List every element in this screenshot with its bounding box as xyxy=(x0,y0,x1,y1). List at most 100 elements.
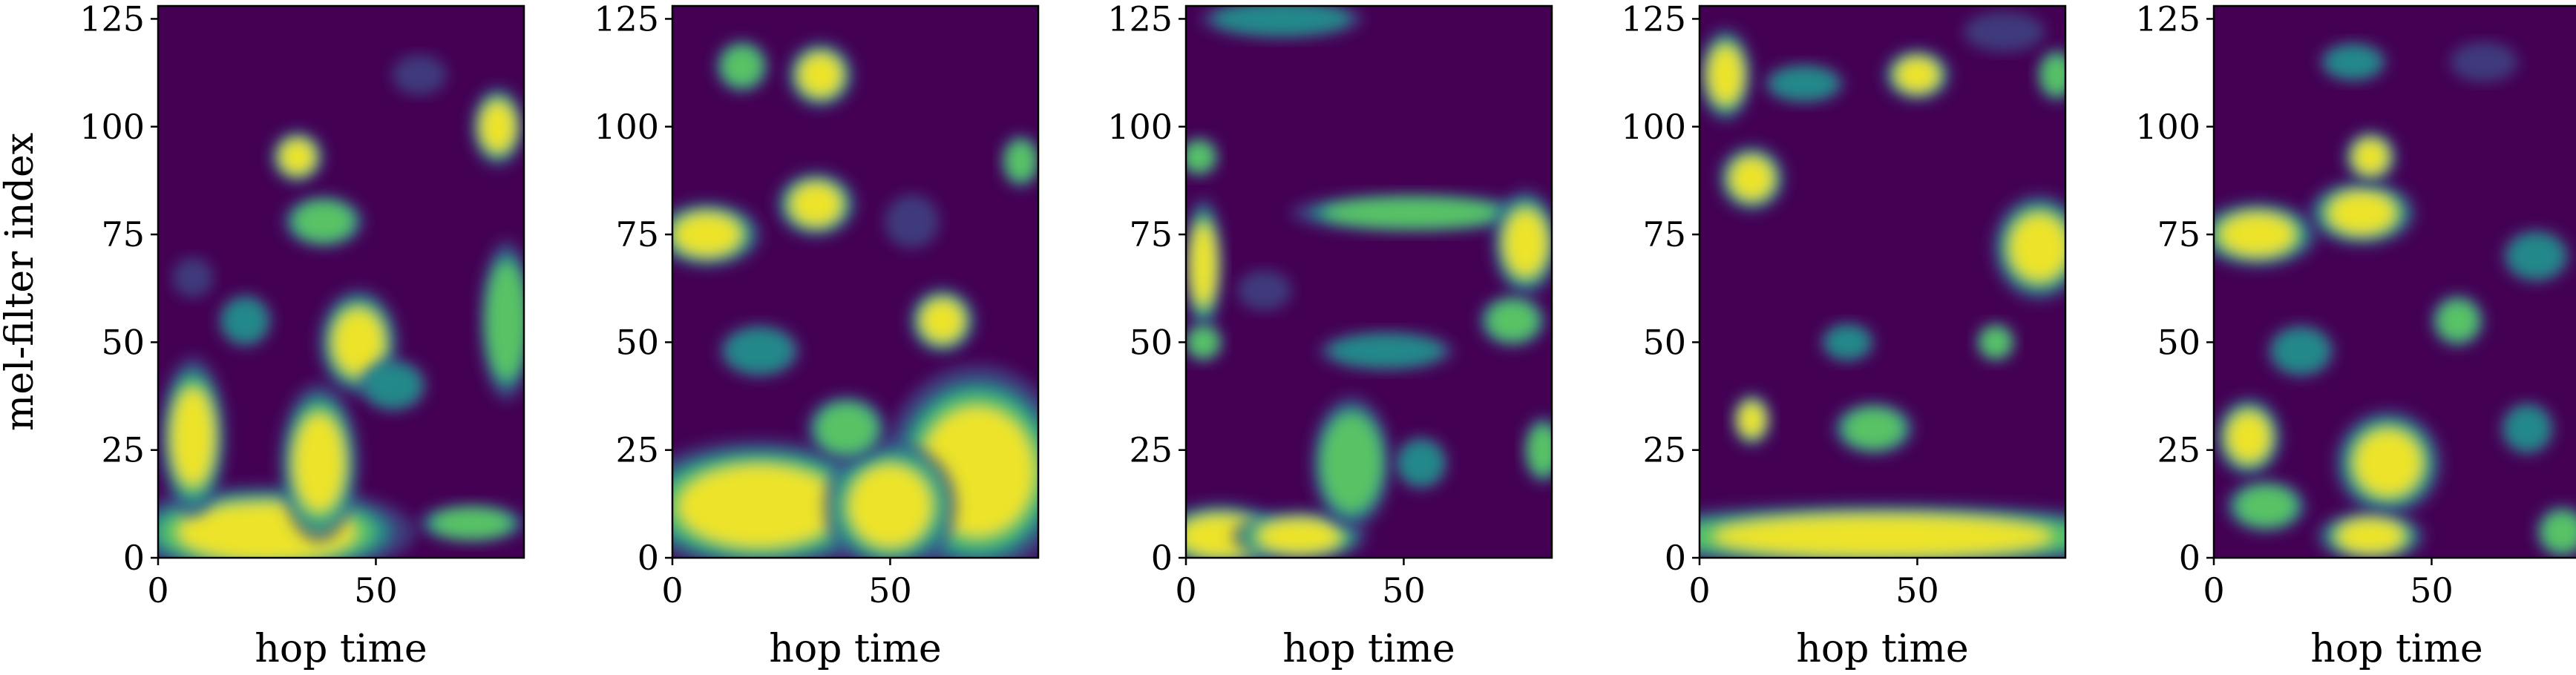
y-tick-label: 75 xyxy=(101,214,145,254)
y-tick-label: 125 xyxy=(594,0,659,39)
y-tick-label: 100 xyxy=(594,107,659,147)
axes-frame xyxy=(1698,4,2067,559)
heatmap-blob xyxy=(1291,192,1534,234)
y-tick-label: 100 xyxy=(1107,107,1173,147)
x-tick-label: 50 xyxy=(354,570,398,610)
y-tick-label: 25 xyxy=(615,430,659,470)
y-tick-label: 50 xyxy=(2157,322,2200,362)
y-tick-label: 75 xyxy=(1642,214,1686,254)
x-axis-label: hop time xyxy=(769,627,941,671)
y-tick-label: 100 xyxy=(1621,107,1686,147)
heatmap-blob xyxy=(1964,11,2045,52)
heatmap-blob xyxy=(1975,322,2016,363)
x-tick-label: 0 xyxy=(1175,570,1196,610)
heatmap-blob xyxy=(2535,505,2576,558)
heatmap-blob xyxy=(2267,323,2335,378)
heatmap-blob xyxy=(2307,179,2416,247)
heatmap-blob xyxy=(2319,42,2387,82)
heatmap-blob xyxy=(479,240,524,401)
y-axis-label: mel-filter index xyxy=(0,133,42,431)
x-tick-label: 0 xyxy=(2203,570,2224,610)
y-tick-label: 25 xyxy=(101,430,145,470)
heatmap-panel-3: 0 25 50 75 100 125 0 50 hop time xyxy=(1107,0,1553,671)
y-tick-label: 100 xyxy=(2135,107,2200,147)
y-tick-label: 75 xyxy=(2157,214,2200,254)
heatmap-blob xyxy=(672,201,761,269)
x-tick-label: 50 xyxy=(2410,570,2454,610)
heatmap-blob xyxy=(2036,47,2065,102)
heatmap-blob xyxy=(1231,509,1367,558)
heatmap-blob xyxy=(1700,502,2065,558)
heatmap-blob xyxy=(1186,197,1224,332)
heatmap-blob xyxy=(359,358,427,412)
axes-frame xyxy=(671,4,1040,559)
heatmap-blob xyxy=(2225,479,2307,533)
y-tick-label: 0 xyxy=(638,538,659,578)
x-tick-label: 50 xyxy=(1382,570,1426,610)
y-tick-label: 50 xyxy=(1642,322,1686,362)
heatmap-blob xyxy=(2333,409,2442,517)
heatmap-blob xyxy=(1237,270,1292,311)
x-tick-label: 50 xyxy=(1895,570,1939,610)
heatmap-blob xyxy=(1311,396,1392,530)
y-tick-label: 0 xyxy=(123,538,145,578)
heatmap-blob xyxy=(1763,63,1845,104)
heatmap-blob xyxy=(1394,436,1449,490)
heatmap-blob xyxy=(1717,145,1786,212)
heatmap-blob xyxy=(172,257,214,298)
heatmap-panel-4: 0 25 50 75 100 125 0 50 hop time xyxy=(1621,0,2067,671)
heatmap-blob xyxy=(776,171,857,238)
heatmap-blob xyxy=(2502,229,2570,283)
heatmap-blob xyxy=(672,439,895,558)
axes-frame xyxy=(2212,4,2576,559)
y-tick-label: 0 xyxy=(2179,538,2200,578)
heatmap-blob xyxy=(1833,401,1915,455)
x-axis-label: hop time xyxy=(1282,627,1455,671)
heatmap-blob xyxy=(283,194,364,248)
heatmap-blob xyxy=(1992,194,2065,301)
y-tick-label: 75 xyxy=(1129,214,1173,254)
heatmap-blob xyxy=(158,485,416,558)
heatmap-panel-5: 0 25 50 75 100 125 0 50 hop time xyxy=(2135,0,2576,671)
x-axis-label: hop time xyxy=(2310,627,2482,671)
heatmap-blob xyxy=(1186,136,1219,177)
y-tick-label: 25 xyxy=(1642,430,1686,470)
x-tick-label: 50 xyxy=(868,570,912,610)
heatmap-blob xyxy=(1319,330,1454,372)
heatmap-blob xyxy=(787,41,855,109)
heatmap-blob xyxy=(392,54,447,96)
heatmap-blob xyxy=(1186,322,1224,363)
heatmap-blob xyxy=(2343,130,2398,184)
heatmap-blob xyxy=(2500,401,2554,455)
heatmap-blob xyxy=(1731,392,1772,447)
x-tick-label: 0 xyxy=(661,570,683,610)
y-tick-label: 50 xyxy=(101,322,145,362)
heatmap-blob xyxy=(2450,42,2518,82)
heatmap-panel-2: 0 25 50 75 100 125 0 50 hop time xyxy=(594,0,1040,671)
x-axis-label: hop time xyxy=(1796,627,1968,671)
heatmap-blob xyxy=(1000,134,1038,188)
heatmap-blob xyxy=(822,439,958,558)
heatmap-blob xyxy=(1478,294,1547,348)
heatmap-blob xyxy=(885,194,940,248)
y-tick-label: 125 xyxy=(2135,0,2200,39)
heatmap-blob xyxy=(159,357,227,518)
y-tick-label: 125 xyxy=(1621,0,1686,39)
y-tick-label: 25 xyxy=(2157,430,2200,470)
heatmap-blob xyxy=(2316,509,2425,558)
heatmap-blob xyxy=(2215,397,2283,478)
heatmap-blob xyxy=(1200,6,1363,39)
heatmap-blob xyxy=(2214,201,2318,269)
y-tick-label: 0 xyxy=(1665,538,1686,578)
x-tick-label: 0 xyxy=(147,570,168,610)
heatmap-panel-1: 0 25 50 75 100 125 0 50 hop time mel-filter index xyxy=(0,0,525,671)
heatmap-blob xyxy=(1492,189,1552,297)
y-tick-label: 50 xyxy=(1129,322,1173,362)
x-axis-label: hop time xyxy=(255,627,427,671)
axes-frame xyxy=(157,4,525,559)
heatmap-blob xyxy=(417,503,524,544)
heatmap-blob xyxy=(278,383,360,544)
heatmap-blob xyxy=(270,130,325,184)
y-tick-label: 75 xyxy=(615,214,659,254)
